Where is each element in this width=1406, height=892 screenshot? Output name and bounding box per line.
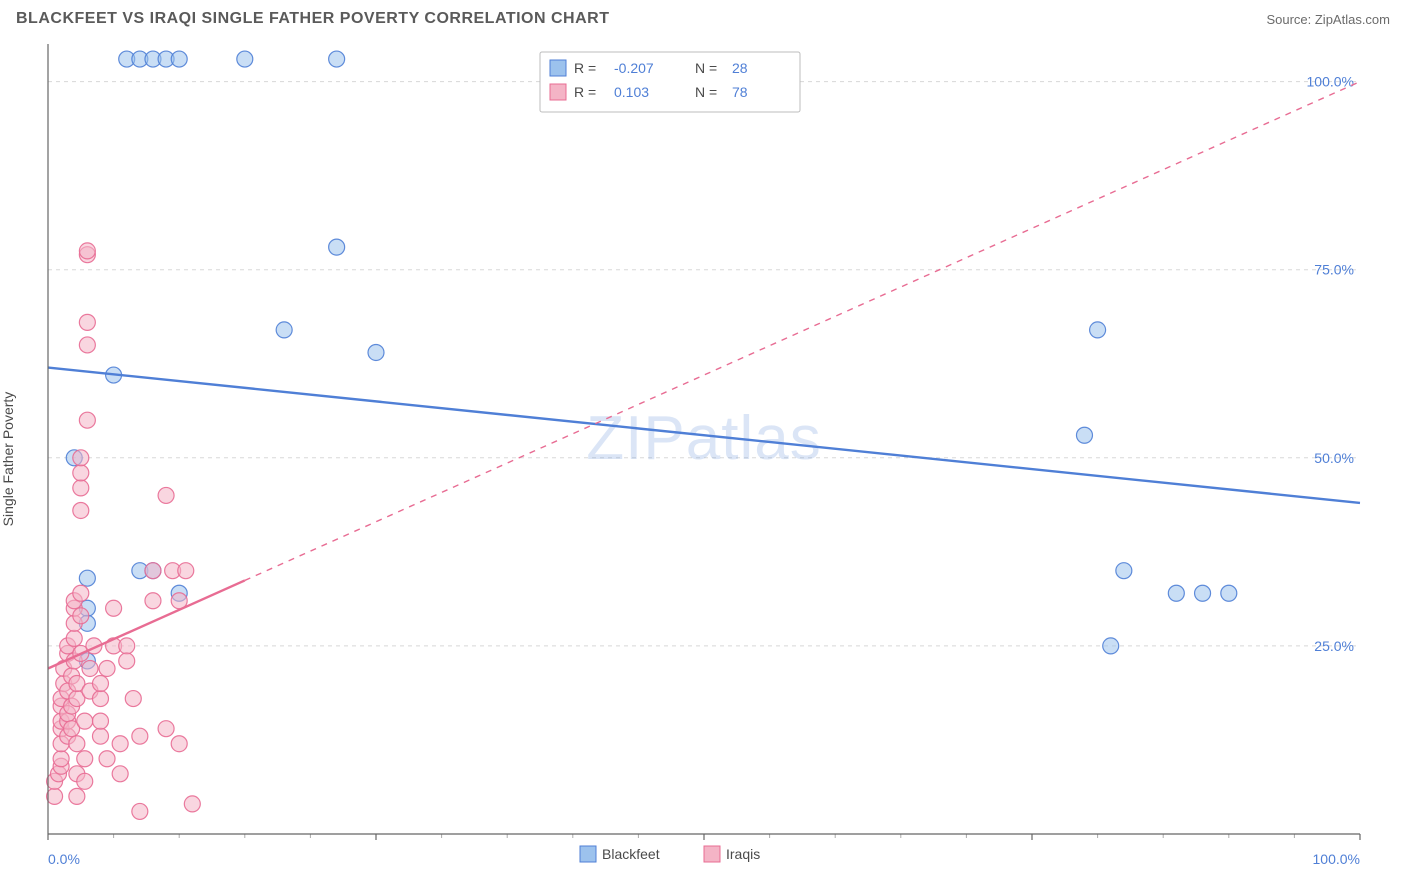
scatter-point <box>79 243 95 259</box>
scatter-point <box>329 239 345 255</box>
scatter-point <box>73 502 89 518</box>
scatter-point <box>329 51 345 67</box>
trend-line-solid <box>48 368 1360 503</box>
scatter-point <box>69 736 85 752</box>
scatter-point <box>79 314 95 330</box>
source-label: Source: <box>1266 12 1314 27</box>
scatter-point <box>73 465 89 481</box>
scatter-point <box>79 337 95 353</box>
scatter-point <box>171 736 187 752</box>
watermark-text: ZIPatlas <box>586 404 821 473</box>
x-tick-label: 0.0% <box>48 851 80 867</box>
scatter-point <box>132 728 148 744</box>
legend-stat-text: 78 <box>732 84 748 100</box>
scatter-point <box>106 600 122 616</box>
scatter-point <box>82 660 98 676</box>
scatter-point <box>171 51 187 67</box>
scatter-point <box>119 653 135 669</box>
legend-swatch <box>550 60 566 76</box>
scatter-point <box>368 344 384 360</box>
scatter-point <box>66 630 82 646</box>
legend-swatch <box>550 84 566 100</box>
y-tick-label: 75.0% <box>1314 262 1354 278</box>
scatter-point <box>1076 427 1092 443</box>
scatter-point <box>1168 585 1184 601</box>
scatter-point <box>1195 585 1211 601</box>
scatter-point <box>158 487 174 503</box>
scatter-point <box>73 450 89 466</box>
scatter-point <box>112 736 128 752</box>
scatter-point <box>132 803 148 819</box>
legend-series-label: Iraqis <box>726 846 760 862</box>
scatter-point <box>69 788 85 804</box>
chart-area: Single Father Poverty 25.0% 50.0% 75.0% 100… <box>0 34 1406 884</box>
scatter-point <box>1103 638 1119 654</box>
legend-stat-text: R = <box>574 60 596 76</box>
scatter-point <box>73 608 89 624</box>
legend-stat-text: R = <box>574 84 596 100</box>
chart-header: BLACKFEET VS IRAQI SINGLE FATHER POVERTY… <box>0 0 1406 34</box>
scatter-point <box>119 638 135 654</box>
legend-swatch <box>580 846 596 862</box>
scatter-point <box>99 660 115 676</box>
scatter-point <box>77 773 93 789</box>
scatter-point <box>276 322 292 338</box>
y-axis-label: Single Father Poverty <box>0 392 16 527</box>
scatter-chart-svg: 25.0% 50.0% 75.0% 100.0% 0.0% 100.0% ZIPatlas R… <box>0 34 1406 884</box>
source-name: ZipAtlas.com <box>1315 12 1390 27</box>
chart-title: BLACKFEET VS IRAQI SINGLE FATHER POVERTY… <box>16 10 609 28</box>
legend-series-label: Blackfeet <box>602 846 660 862</box>
scatter-point <box>92 728 108 744</box>
legend-stat-text: -0.207 <box>614 60 654 76</box>
chart-source: Source: ZipAtlas.com <box>1266 12 1390 27</box>
scatter-point <box>73 480 89 496</box>
scatter-point <box>112 766 128 782</box>
legend-swatch <box>704 846 720 862</box>
scatter-point <box>158 721 174 737</box>
scatter-point <box>47 788 63 804</box>
scatter-point <box>237 51 253 67</box>
scatter-point <box>92 676 108 692</box>
scatter-point <box>73 585 89 601</box>
legend-stat-text: N = <box>695 84 717 100</box>
y-tick-label: 100.0% <box>1307 74 1354 90</box>
legend-stat-text: 0.103 <box>614 84 649 100</box>
scatter-point <box>77 751 93 767</box>
trend-line-dashed <box>245 82 1360 581</box>
y-tick-label: 50.0% <box>1314 450 1354 466</box>
scatter-point <box>125 691 141 707</box>
legend-stat-text: N = <box>695 60 717 76</box>
scatter-point <box>1090 322 1106 338</box>
scatter-point <box>77 713 93 729</box>
scatter-point <box>99 751 115 767</box>
y-tick-label: 25.0% <box>1314 638 1354 654</box>
scatter-point <box>178 563 194 579</box>
scatter-point <box>92 713 108 729</box>
scatter-point <box>79 570 95 586</box>
scatter-point <box>79 412 95 428</box>
scatter-point <box>145 563 161 579</box>
x-tick-label: 100.0% <box>1313 851 1360 867</box>
scatter-point <box>145 593 161 609</box>
scatter-point <box>1116 563 1132 579</box>
scatter-point <box>92 691 108 707</box>
scatter-point <box>53 751 69 767</box>
legend-stat-text: 28 <box>732 60 748 76</box>
scatter-point <box>1221 585 1237 601</box>
scatter-point <box>184 796 200 812</box>
